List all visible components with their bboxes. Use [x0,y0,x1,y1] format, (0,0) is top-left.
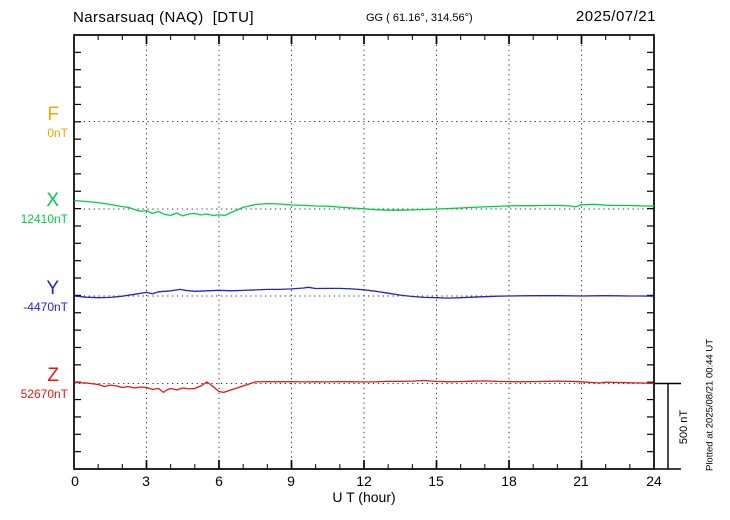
component-label-f: F 0nT [0,105,68,139]
component-letter-z: Z [47,365,59,386]
component-baseline-value-f: 0nT [47,126,68,140]
x-tick-label-18: 18 [501,473,517,489]
z-trace [73,379,655,394]
component-label-y: Y -4470nT [0,279,68,313]
scale-bar-label: 500 nT [678,409,690,445]
component-baseline-value-x: 12410nT [20,212,68,226]
component-letter-x: X [46,190,59,211]
station-title: Narsarsuaq (NAQ) [DTU] [73,9,254,26]
component-letter-f: F [47,104,59,125]
x-tick-label-24: 24 [646,473,662,489]
geographic-coordinates: GG ( 61.16°, 314.56°) [366,12,473,24]
component-letter-y: Y [46,278,59,299]
plotted-at-note: Plotted at 2025/08/21 00:44 UT [704,338,716,472]
component-label-z: Z 52670nT [0,366,68,400]
x-tick-label-15: 15 [428,473,444,489]
x-tick-label-3: 3 [142,473,150,489]
x-trace [73,199,655,217]
component-baseline-value-z: 52670nT [20,387,68,401]
y-trace [73,286,655,299]
x-tick-label-21: 21 [573,473,589,489]
plot-date: 2025/07/21 [575,8,656,25]
x-tick-label-6: 6 [215,473,223,489]
x-tick-label-12: 12 [356,473,372,489]
component-label-x: X 12410nT [0,191,68,225]
plot-frame [73,34,655,470]
component-baseline-value-y: -4470nT [23,300,68,314]
x-axis-title: U T (hour) [332,489,396,505]
x-tick-label-9: 9 [287,473,295,489]
x-tick-label-0: 0 [71,473,79,489]
